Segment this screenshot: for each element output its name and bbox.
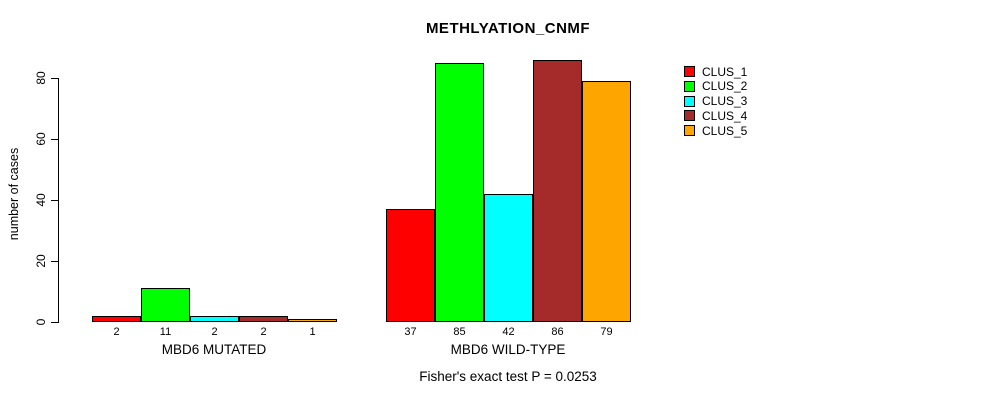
bar-value-label: 79 bbox=[600, 326, 613, 338]
bar-clus_3-group1 bbox=[190, 316, 239, 322]
y-tick-label: 60 bbox=[34, 132, 48, 146]
legend-swatch-icon bbox=[684, 110, 695, 122]
legend-swatch-icon bbox=[684, 80, 695, 92]
bar-value-label: 86 bbox=[551, 326, 564, 338]
legend-label: CLUS_1 bbox=[702, 64, 748, 79]
legend-label: CLUS_4 bbox=[702, 108, 748, 123]
legend-swatch-icon bbox=[684, 95, 695, 107]
chart-title: METHLYATION_CNMF bbox=[425, 20, 591, 37]
y-tick-label: 80 bbox=[34, 71, 48, 85]
bar-value-label: 42 bbox=[502, 326, 515, 338]
y-tick-mark bbox=[51, 78, 58, 79]
bar-clus_2-group2 bbox=[435, 63, 484, 322]
legend-label: CLUS_5 bbox=[702, 123, 748, 138]
bar-clus_4-group2 bbox=[533, 60, 582, 322]
bar-clus_2-group1 bbox=[141, 288, 190, 322]
bar-value-label: 2 bbox=[260, 326, 267, 338]
fisher-exact-test-annotation: Fisher's exact test P = 0.0253 bbox=[419, 369, 597, 384]
y-tick-mark bbox=[51, 261, 58, 262]
legend-label: CLUS_3 bbox=[702, 94, 748, 108]
bar-value-label: 1 bbox=[309, 326, 316, 338]
y-tick-mark bbox=[51, 139, 58, 140]
bar-value-label: 85 bbox=[453, 326, 466, 338]
bar-clus_4-group1 bbox=[239, 316, 288, 322]
y-tick-mark bbox=[51, 200, 58, 201]
bar-value-label: 2 bbox=[113, 326, 120, 338]
y-axis-label: number of cases bbox=[7, 147, 21, 241]
legend-label: CLUS_2 bbox=[702, 79, 748, 94]
bar-clus_5-group1 bbox=[288, 319, 337, 322]
bar-clus_5-group2 bbox=[582, 81, 631, 322]
y-tick-mark bbox=[51, 322, 58, 323]
legend-swatch-icon bbox=[684, 125, 695, 136]
bar-clus_3-group2 bbox=[484, 194, 533, 322]
bar-clus_1-group1 bbox=[92, 316, 141, 322]
bar-clus_1-group2 bbox=[386, 209, 435, 322]
bar-value-label: 37 bbox=[404, 326, 417, 338]
bar-value-label: 11 bbox=[159, 326, 172, 338]
group-label-wildtype: MBD6 WILD-TYPE bbox=[450, 342, 566, 357]
legend-swatch-icon bbox=[684, 66, 695, 77]
y-tick-label: 20 bbox=[34, 254, 48, 268]
y-tick-label: 0 bbox=[34, 318, 48, 326]
group-label-mutated: MBD6 MUTATED bbox=[161, 342, 267, 357]
y-axis-line bbox=[58, 78, 59, 323]
bar-value-label: 2 bbox=[211, 326, 218, 338]
y-tick-label: 40 bbox=[34, 193, 48, 207]
